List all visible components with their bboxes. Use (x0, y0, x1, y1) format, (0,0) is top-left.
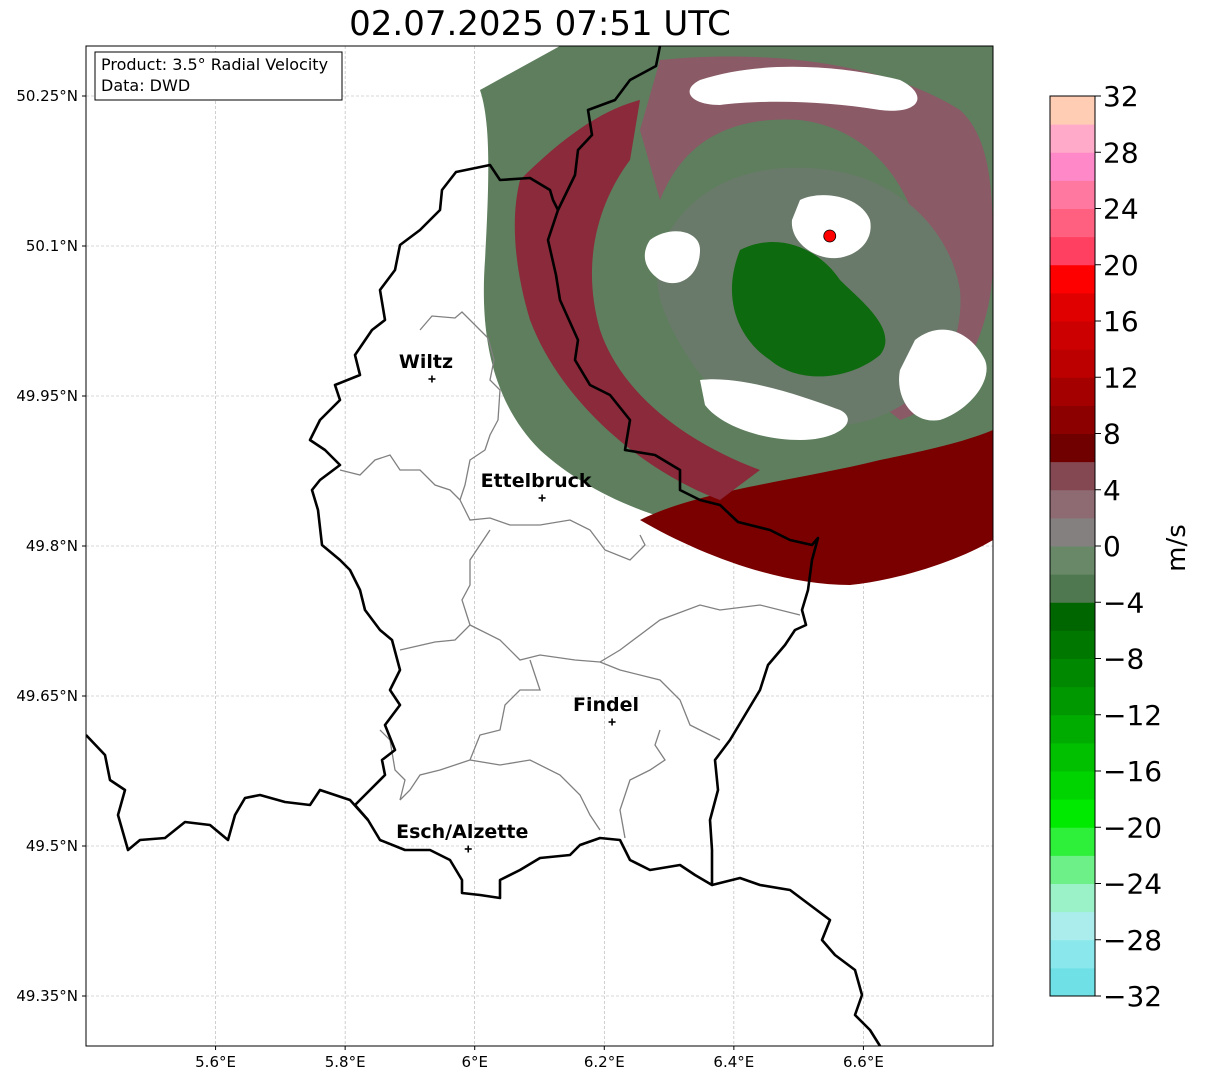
colorbar-segment (1050, 546, 1095, 575)
colorbar-segment (1050, 152, 1095, 181)
colorbar-segment (1050, 180, 1095, 209)
velocity-colorbar: −32 −28 −24 −20 −16 −12 −8 −4 0 4 8 12 16 20 24 28 32 (1049, 80, 1162, 1013)
colorbar-segment (1050, 124, 1095, 153)
colorbar-segment (1050, 377, 1095, 406)
colorbar-label: m/s (1162, 524, 1192, 572)
colorbar-segment (1050, 292, 1095, 322)
info-data-source: Data: DWD (101, 76, 190, 95)
colorbar-segment (1050, 602, 1095, 631)
colorbar-segment (1050, 630, 1095, 659)
lon-tick-label: 6.4°E (713, 1053, 754, 1071)
canton-boundaries (339, 311, 801, 839)
colorbar-tick-label: −8 (1103, 643, 1144, 676)
city-wiltz[interactable]: Wiltz (399, 351, 453, 383)
lat-tick-label: 49.5°N (26, 837, 78, 855)
colorbar-segment (1050, 574, 1095, 603)
colorbar-segment (1050, 433, 1095, 463)
lat-tick-label: 49.8°N (26, 537, 78, 555)
map-area: Wiltz Ettelbruck Findel Esch/Alzette (86, 46, 993, 1046)
colorbar-segment (1050, 208, 1095, 238)
lat-tick-label: 49.35°N (16, 987, 78, 1005)
colorbar-tick-label: 32 (1103, 80, 1139, 113)
info-box: Product: 3.5° Radial Velocity Data: DWD (94, 51, 343, 101)
lat-tick-label: 50.1°N (26, 237, 78, 255)
colorbar-segment (1050, 517, 1095, 547)
colorbar-segment (1050, 658, 1095, 688)
colorbar-tick-label: 20 (1103, 249, 1139, 282)
colorbar-tick-label: −16 (1103, 755, 1162, 788)
colorbar-segment (1050, 967, 1095, 997)
colorbar-segment (1050, 799, 1095, 828)
colorbar-tick-label: −28 (1103, 924, 1162, 957)
city-label: Wiltz (399, 351, 453, 373)
lat-tick-label: 49.65°N (16, 687, 78, 705)
colorbar-segment (1050, 827, 1095, 856)
lat-tick-label: 49.95°N (16, 387, 78, 405)
colorbar-segment (1050, 321, 1095, 350)
german-border-south (711, 876, 882, 1046)
colorbar-segment (1050, 96, 1095, 125)
colorbar-tick-label: −12 (1103, 699, 1162, 732)
colorbar-segment (1050, 349, 1095, 378)
colorbar-segment (1050, 461, 1095, 491)
lat-tick-label: 50.25°N (16, 87, 78, 105)
radar-site-marker[interactable] (823, 229, 837, 243)
colorbar-segment (1050, 686, 1095, 716)
colorbar-segment (1050, 236, 1095, 266)
city-label: Ettelbruck (481, 470, 592, 492)
colorbar-tick-label: −4 (1103, 586, 1144, 619)
info-product: Product: 3.5° Radial Velocity (101, 55, 328, 74)
longitude-axis: 5.6°E 5.8°E 6°E 6.2°E 6.4°E 6.6°E (195, 1046, 884, 1071)
lon-tick-label: 6°E (461, 1053, 488, 1071)
city-label: Esch/Alzette (396, 821, 528, 843)
german-border-north (556, 46, 662, 211)
colorbar-segment (1050, 883, 1095, 913)
velocity-echo-outbound-ring (640, 56, 993, 420)
city-esch-alzette[interactable]: Esch/Alzette (396, 821, 528, 853)
colorbar-tick-label: 28 (1103, 136, 1139, 169)
colorbar-tick-label: 8 (1103, 418, 1121, 451)
city-label: Findel (573, 694, 639, 716)
velocity-gap-south (700, 379, 848, 440)
map-title: 02.07.2025 07:51 UTC (349, 4, 731, 44)
colorbar-segment (1050, 714, 1095, 744)
luxembourg-border (308, 163, 820, 900)
velocity-gap-east (899, 329, 987, 421)
city-ettelbruck[interactable]: Ettelbruck (481, 470, 592, 502)
city-markers: Wiltz Ettelbruck Findel Esch/Alzette (396, 351, 639, 853)
colorbar-tick-label: −32 (1103, 980, 1162, 1013)
velocity-echo-strong-outbound (640, 430, 993, 585)
colorbar-segment (1050, 771, 1095, 800)
colorbar-tick-label: 4 (1103, 474, 1121, 507)
colorbar-segment (1050, 911, 1095, 941)
lon-tick-label: 6.6°E (843, 1053, 884, 1071)
city-findel[interactable]: Findel (573, 694, 639, 726)
colorbar-tick-label: −20 (1103, 811, 1162, 844)
colorbar-tick-label: 0 (1103, 530, 1121, 563)
lon-tick-label: 5.6°E (195, 1053, 236, 1071)
velocity-echo-ring-red-west (514, 100, 760, 500)
colorbar-segment (1050, 264, 1095, 294)
latitude-axis: 50.25°N 50.1°N 49.95°N 49.8°N 49.65°N 49.5°N 4… (16, 87, 86, 1005)
velocity-echo-green-core (731, 241, 886, 377)
colorbar-segment (1050, 742, 1095, 772)
radar-echo-field (480, 46, 993, 585)
colorbar-tick-label: −24 (1103, 868, 1162, 901)
colorbar-segment (1050, 489, 1095, 519)
colorbar-tick-label: 24 (1103, 193, 1139, 226)
velocity-gap-center (791, 195, 871, 259)
colorbar-tick-label: 16 (1103, 305, 1139, 338)
colorbar-segment (1050, 405, 1095, 434)
lon-tick-label: 5.8°E (325, 1053, 366, 1071)
colorbar-segment (1050, 855, 1095, 884)
french-belgian-border (86, 734, 369, 852)
velocity-gap-west (644, 231, 700, 284)
country-border (86, 46, 882, 1046)
velocity-gap-north (689, 66, 918, 111)
colorbar-tick-label: 12 (1103, 361, 1139, 394)
colorbar-segment (1050, 939, 1095, 969)
lon-tick-label: 6.2°E (584, 1053, 625, 1071)
